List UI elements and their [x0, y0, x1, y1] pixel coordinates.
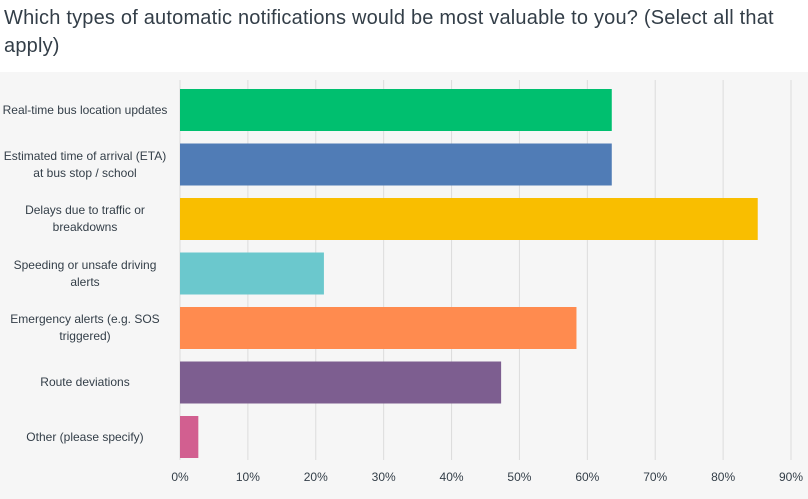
bar[interactable] — [180, 307, 577, 349]
bar[interactable] — [180, 361, 502, 404]
x-tick-label: 70% — [643, 470, 667, 484]
plot-background — [0, 72, 808, 499]
bar[interactable] — [180, 89, 612, 131]
x-tick-label: 20% — [304, 470, 328, 484]
bar[interactable] — [180, 143, 612, 186]
category-label: Route deviations — [40, 375, 130, 389]
x-tick-label: 30% — [372, 470, 396, 484]
x-tick-label: 80% — [711, 470, 735, 484]
category-label: Speeding or unsafe driving alerts — [13, 257, 157, 289]
category-label: Estimated time of arrival (ETA) at bus s… — [3, 148, 167, 180]
x-tick-label: 90% — [779, 470, 803, 484]
x-tick-label: 10% — [236, 470, 260, 484]
x-tick-label: 50% — [507, 470, 531, 484]
x-tick-label: 0% — [171, 470, 189, 484]
bar[interactable] — [180, 198, 758, 240]
x-tick-label: 60% — [575, 470, 599, 484]
bar[interactable] — [180, 416, 199, 458]
category-label: Emergency alerts (e.g. SOS triggered) — [10, 312, 160, 343]
category-label: Real-time bus location updates — [2, 102, 168, 117]
category-label: Other (please specify) — [26, 429, 144, 444]
bar[interactable] — [180, 252, 324, 295]
x-tick-label: 40% — [440, 470, 464, 484]
category-label: Delays due to traffic or breakdowns — [25, 203, 145, 234]
chart-title: Which types of automatic notifications w… — [4, 7, 774, 57]
